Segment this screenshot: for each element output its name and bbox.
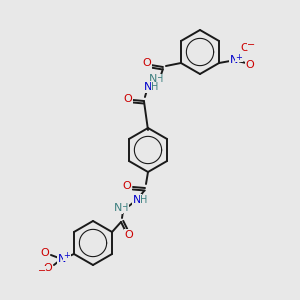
Text: N: N — [230, 55, 238, 65]
Text: H: H — [121, 203, 129, 213]
Text: N: N — [58, 254, 66, 264]
Text: N: N — [149, 74, 157, 84]
Text: −: − — [38, 266, 46, 276]
Text: O: O — [44, 263, 52, 273]
Text: +: + — [236, 52, 242, 62]
Text: O: O — [124, 94, 132, 104]
Text: +: + — [64, 251, 70, 260]
Text: O: O — [246, 60, 254, 70]
Text: H: H — [156, 74, 164, 84]
Text: O: O — [142, 58, 151, 68]
Text: O: O — [241, 43, 249, 53]
Text: −: − — [247, 40, 255, 50]
Text: N: N — [133, 195, 141, 205]
Text: H: H — [140, 195, 148, 205]
Text: N: N — [114, 203, 122, 213]
Text: N: N — [144, 82, 152, 92]
Text: O: O — [123, 181, 131, 191]
Text: H: H — [151, 82, 159, 92]
Text: O: O — [124, 230, 134, 240]
Text: O: O — [40, 248, 49, 258]
